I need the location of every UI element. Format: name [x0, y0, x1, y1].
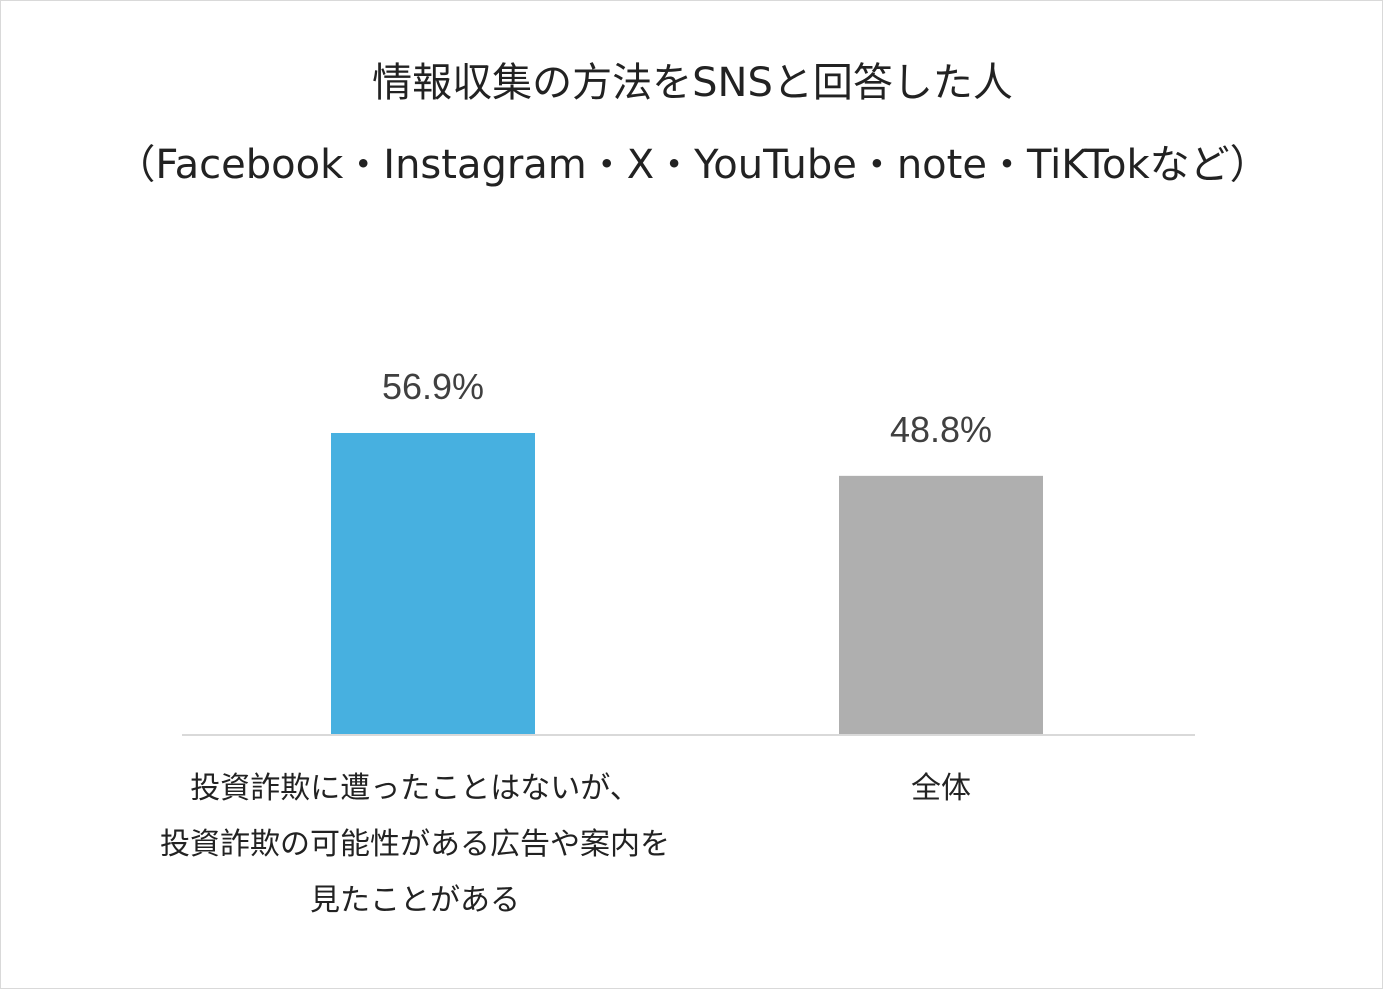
category-label-0-line-0: 投資詐欺に遭ったことはないが、 — [190, 771, 639, 806]
bar-0 — [331, 432, 535, 734]
data-label-0: 56.9% — [382, 366, 484, 407]
chart-subtitle: （Facebook・Instagram・X・YouTube・note・TiKTo… — [115, 142, 1270, 188]
chart-title: 情報収集の方法をSNSと回答した人 — [372, 60, 1013, 106]
bar-1 — [839, 475, 1043, 734]
category-label-0-line-1: 投資詐欺の可能性がある広告や案内を — [160, 827, 670, 862]
category-label-0-line-2: 見たことがある — [310, 883, 520, 918]
category-label-1-line-0: 全体 — [911, 771, 971, 806]
data-label-1: 48.8% — [890, 409, 992, 450]
